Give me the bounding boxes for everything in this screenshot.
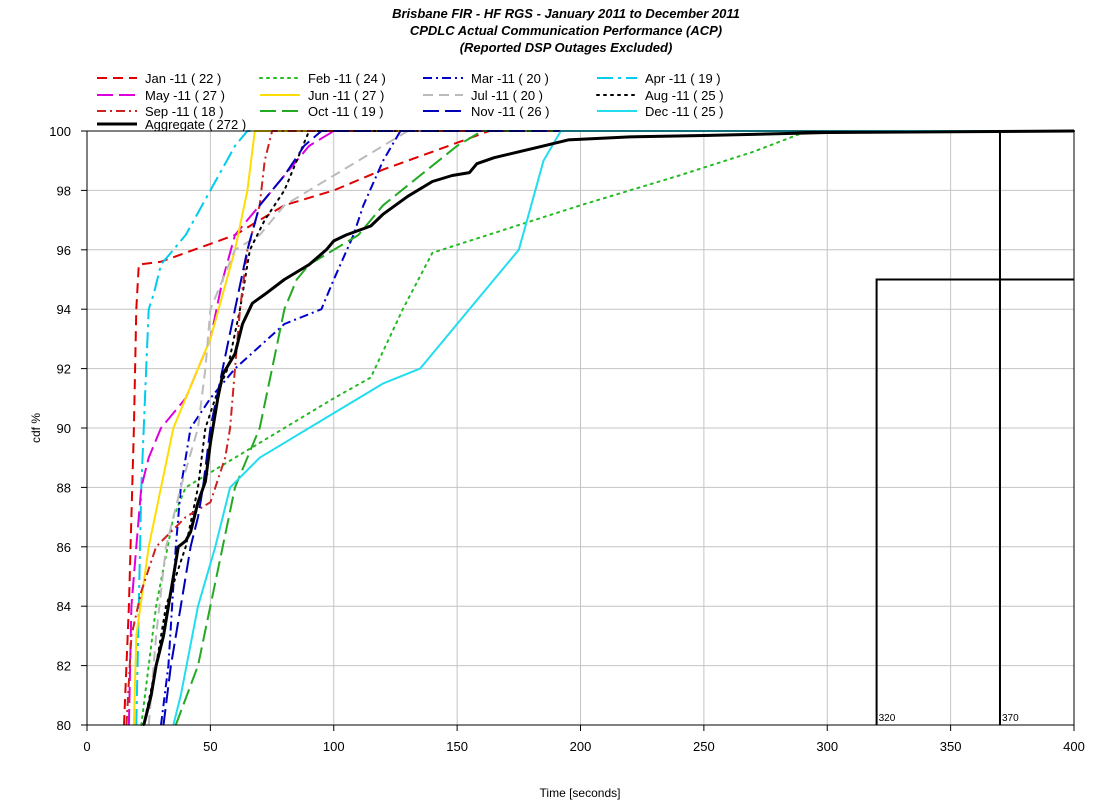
y-tick-label: 100 [49, 124, 71, 139]
x-tick-label: 250 [693, 739, 715, 754]
series-line-6 [147, 130, 1074, 726]
x-tick-label: 350 [940, 739, 962, 754]
legend-label-2: Mar -11 ( 20 ) [471, 71, 549, 86]
x-tick-label: 0 [83, 739, 90, 754]
y-tick-label: 90 [57, 421, 71, 436]
chart-title: Brisbane FIR - HF RGS - January 2011 to … [392, 6, 740, 21]
axis-ticks: 0 50 100 150 200 250 300 350 400 80 82 84 86 88 90 92 94… [49, 124, 1085, 754]
legend-label-0: Jan -11 ( 22 ) [145, 71, 221, 86]
y-tick-label: 88 [57, 480, 71, 495]
y-tick-label: 86 [57, 540, 71, 555]
series-line-3 [135, 130, 1074, 726]
x-tick-label: 50 [203, 739, 217, 754]
legend-label-3: Apr -11 ( 19 ) [645, 71, 721, 86]
x-tick-label: 300 [816, 739, 838, 754]
series-line-9 [174, 130, 1074, 726]
y-tick-label: 94 [57, 302, 71, 317]
legend-label-12: Aggregate ( 272 ) [145, 117, 246, 132]
series-layer [123, 129, 1075, 726]
legend-label-9: Oct -11 ( 19 ) [308, 104, 384, 119]
annotation-line-320 [875, 278, 1074, 725]
legend-label-5: Jun -11 ( 27 ) [308, 88, 384, 103]
y-axis-label: cdf % [29, 413, 43, 443]
annotation-label-320: 320 [879, 713, 896, 724]
legend-label-11: Dec -11 ( 25 ) [645, 104, 724, 119]
series-line-5 [132, 130, 1074, 726]
series-line-8 [125, 130, 1074, 726]
x-tick-label: 100 [323, 739, 345, 754]
y-tick-label: 92 [57, 362, 71, 377]
chart-subtitle-2: (Reported DSP Outages Excluded) [460, 40, 673, 55]
annotation-label-370: 370 [1002, 713, 1019, 724]
legend-label-4: May -11 ( 27 ) [145, 88, 225, 103]
legend-label-7: Aug -11 ( 25 ) [645, 88, 724, 103]
legend-label-10: Nov -11 ( 26 ) [471, 104, 550, 119]
y-tick-label: 80 [57, 718, 71, 733]
legend: Jan -11 ( 22 ) Feb -11 ( 24 ) Mar -11 ( 20… [97, 71, 724, 132]
y-tick-label: 84 [57, 599, 71, 614]
x-tick-label: 400 [1063, 739, 1085, 754]
x-tick-label: 150 [446, 739, 468, 754]
series-line-11 [172, 130, 1074, 726]
legend-label-1: Feb -11 ( 24 ) [308, 71, 386, 86]
series-line-10 [162, 130, 1074, 726]
chart-subtitle: CPDLC Actual Communication Performance (… [410, 23, 722, 38]
series-line-2 [160, 130, 1074, 726]
legend-label-6: Jul -11 ( 20 ) [471, 88, 543, 103]
x-tick-label: 200 [570, 739, 592, 754]
y-tick-label: 82 [57, 659, 71, 674]
y-tick-label: 98 [57, 183, 71, 198]
y-tick-label: 96 [57, 243, 71, 258]
x-axis-label: Time [seconds] [540, 786, 621, 800]
legend-label-8: Sep -11 ( 18 ) [145, 104, 224, 119]
series-line-12 [142, 129, 1075, 726]
